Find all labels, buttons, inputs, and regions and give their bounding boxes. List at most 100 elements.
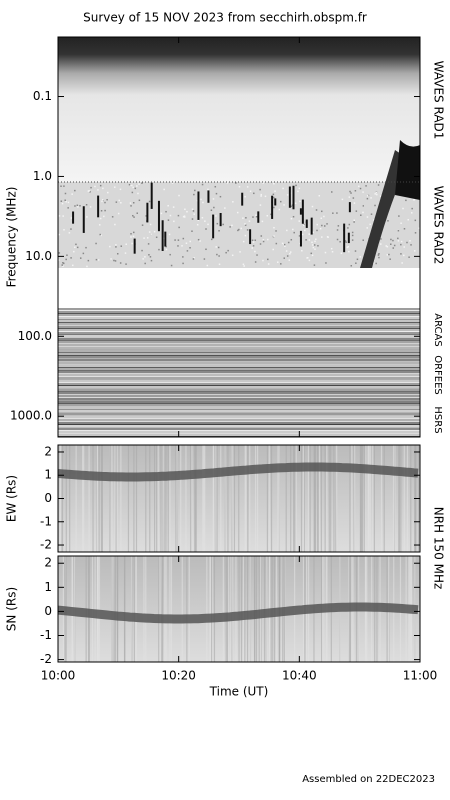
speckle xyxy=(377,254,380,256)
speckle xyxy=(321,236,323,238)
speckle xyxy=(259,188,261,191)
speckle xyxy=(131,191,134,194)
source-band xyxy=(57,462,419,482)
speckle xyxy=(118,199,120,202)
speckle xyxy=(165,210,167,213)
speckle xyxy=(372,262,375,264)
speckle xyxy=(111,216,114,218)
x-tick-label: 10:20 xyxy=(161,669,196,683)
speckle xyxy=(244,224,247,226)
speckle xyxy=(207,223,209,226)
speckle xyxy=(141,224,144,226)
speckle xyxy=(115,201,118,203)
rad1-image xyxy=(58,37,420,182)
speckle xyxy=(62,262,64,264)
speckle xyxy=(261,220,264,223)
speckle xyxy=(290,238,293,241)
speckle xyxy=(349,190,351,193)
speckle xyxy=(386,254,389,256)
speckle xyxy=(132,235,135,238)
speckle xyxy=(132,186,134,189)
speckle xyxy=(405,199,407,202)
speckle xyxy=(120,245,123,247)
speckle xyxy=(305,239,307,241)
speckle xyxy=(115,244,117,246)
speckle xyxy=(66,254,68,256)
speckle xyxy=(147,243,150,245)
speckle xyxy=(58,215,61,217)
speckle xyxy=(197,238,200,241)
speckle xyxy=(278,208,281,211)
speckle xyxy=(148,254,150,256)
speckle xyxy=(316,229,318,232)
speckle xyxy=(275,242,278,245)
speckle xyxy=(303,224,305,226)
speckle xyxy=(104,209,106,212)
y-tick-label: 2 xyxy=(44,556,52,570)
speckle xyxy=(282,243,285,246)
plot-area: 0.1 1.0 10.0 100.0 1000.0 Frequency (MHz) WAVE… xyxy=(5,36,446,699)
speckle xyxy=(280,200,282,203)
speckle xyxy=(74,246,76,249)
speckle xyxy=(117,212,120,215)
speckle xyxy=(336,229,339,231)
speckle xyxy=(359,187,362,190)
speckle xyxy=(106,198,108,201)
speckle xyxy=(283,243,286,246)
speckle xyxy=(259,204,262,206)
speckle xyxy=(243,265,245,267)
speckle xyxy=(173,220,175,223)
speckle xyxy=(362,205,364,207)
speckle xyxy=(225,251,227,254)
x-axis-label: Time (UT) xyxy=(209,685,269,699)
speckle xyxy=(138,183,140,185)
speckle xyxy=(272,248,274,251)
instrument-label: ARCAS xyxy=(432,313,443,346)
speckle xyxy=(95,258,98,261)
speckle xyxy=(185,242,188,245)
speckle xyxy=(326,223,328,225)
speckle xyxy=(389,258,391,260)
speckle xyxy=(366,195,369,197)
speckle xyxy=(192,258,195,260)
speckle xyxy=(214,185,217,188)
speckle xyxy=(267,258,269,261)
speckle xyxy=(280,263,282,265)
speckle xyxy=(182,215,185,218)
speckle xyxy=(58,252,61,254)
speckle xyxy=(203,258,206,260)
speckle xyxy=(215,246,217,248)
speckle xyxy=(414,219,417,222)
speckle xyxy=(131,242,133,245)
y-tick-label: 1000.0 xyxy=(10,409,52,423)
speckle xyxy=(375,191,378,194)
speckle xyxy=(400,243,402,246)
speckle xyxy=(60,185,62,187)
speckle xyxy=(297,190,299,193)
speckle xyxy=(113,259,115,262)
speckle xyxy=(134,187,137,190)
speckle xyxy=(377,184,380,186)
speckle xyxy=(65,200,67,203)
speckle xyxy=(201,216,204,219)
speckle xyxy=(67,201,70,204)
speckle xyxy=(186,250,189,252)
speckle xyxy=(213,206,215,209)
speckle xyxy=(272,193,275,196)
speckle xyxy=(160,212,163,215)
speckle xyxy=(242,217,244,219)
speckle xyxy=(409,240,411,242)
speckle xyxy=(290,205,293,208)
source-band xyxy=(57,602,419,624)
speckle xyxy=(374,204,376,207)
speckle xyxy=(191,230,193,232)
speckle xyxy=(387,220,389,222)
speckle xyxy=(191,218,194,220)
speckle xyxy=(202,201,204,204)
speckle xyxy=(293,231,295,234)
speckle xyxy=(79,204,81,207)
speckle xyxy=(350,192,352,194)
speckle xyxy=(312,231,314,234)
speckle xyxy=(132,214,134,217)
speckle xyxy=(386,245,389,248)
